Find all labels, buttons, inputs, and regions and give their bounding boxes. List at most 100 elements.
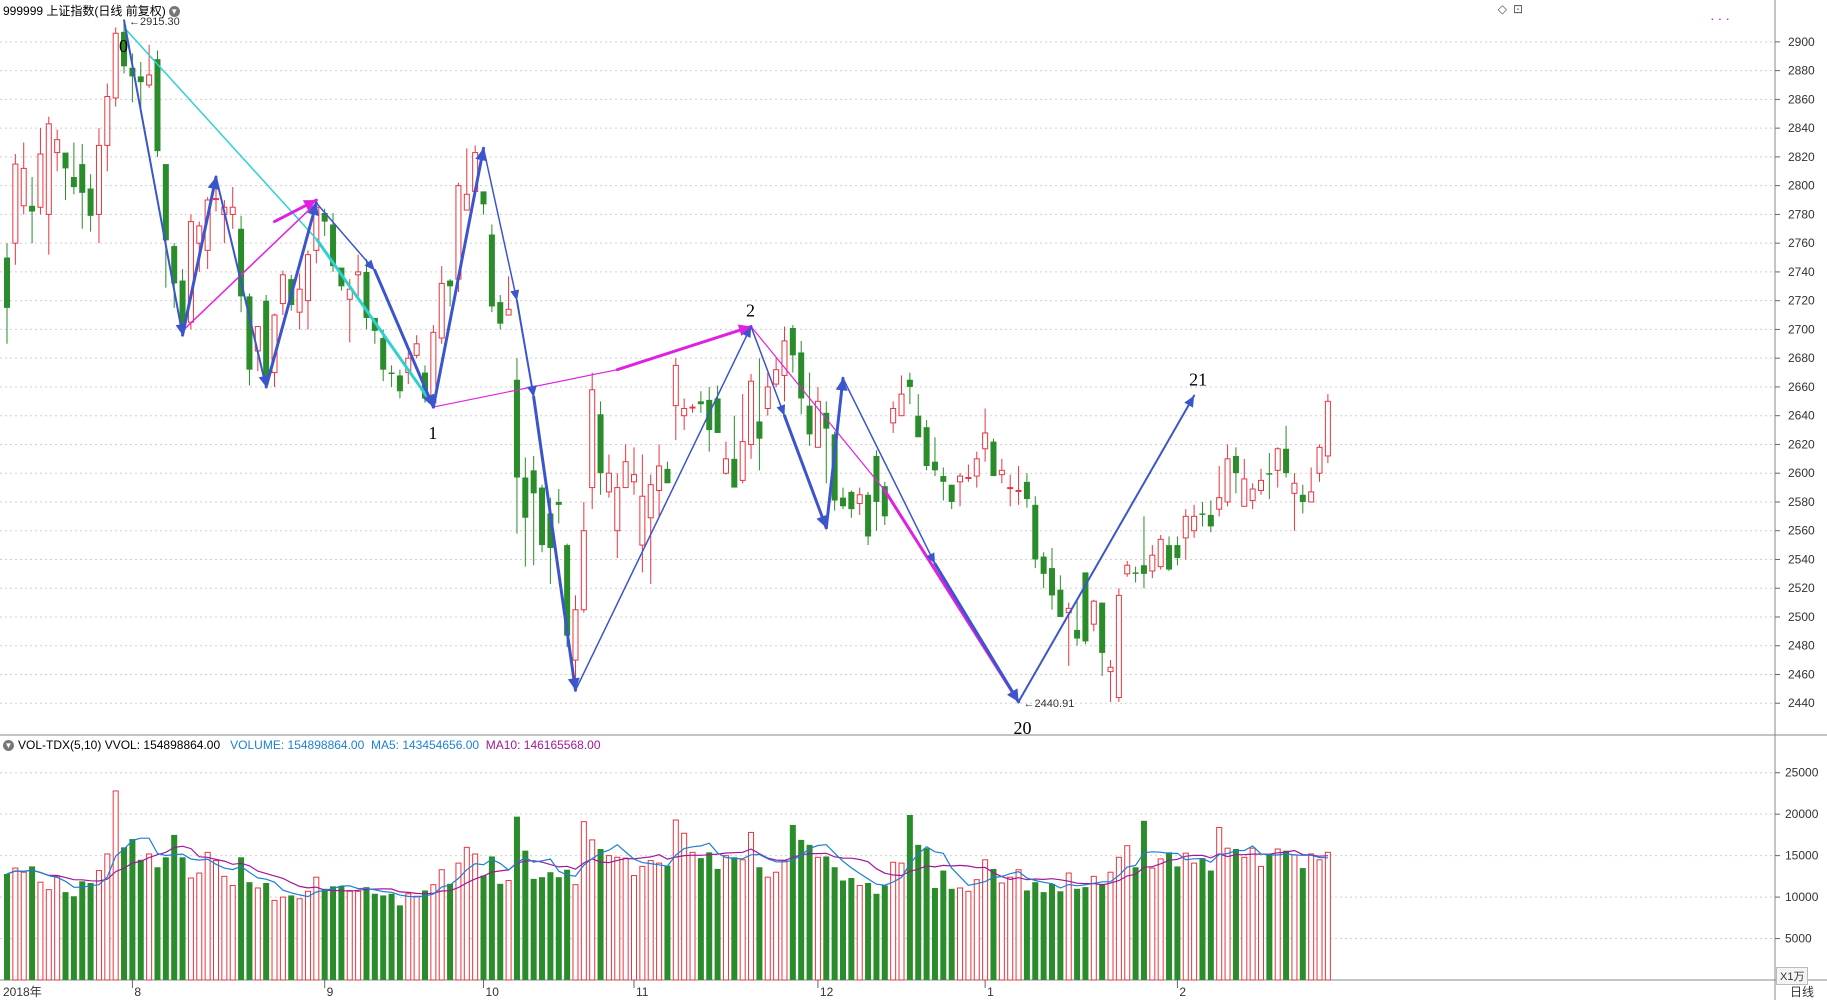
volume-bar-up: [438, 869, 445, 981]
volume-bar-down: [1283, 850, 1290, 980]
volume-bar-down: [1299, 868, 1306, 980]
volume-bar-up: [580, 821, 587, 981]
candle-body-down: [840, 497, 846, 507]
candle-body-up: [1124, 564, 1131, 575]
wave-line: [181, 175, 218, 337]
candle-body-down: [714, 398, 721, 433]
index-name: 上证指数: [46, 4, 95, 18]
candle-body-down: [664, 468, 671, 484]
period-info: (日线 前复权): [94, 4, 166, 18]
candle-body-down: [931, 461, 938, 471]
volume-bar-up: [187, 877, 194, 981]
volume-bar-down: [865, 882, 872, 980]
volume-indicator-name: VOL-TDX(5,10): [18, 738, 102, 752]
volume-bar-down: [87, 882, 94, 980]
wave-line: [315, 202, 376, 272]
more-dots-icon[interactable]: ···: [1710, 10, 1733, 26]
candle-body-down: [1049, 568, 1055, 596]
volume-bar-up: [1224, 847, 1231, 981]
volume-bar-down: [1166, 852, 1173, 980]
candle-body-down: [731, 458, 738, 488]
wave-line-arrowhead: [742, 326, 752, 338]
candle-body-down: [539, 487, 546, 546]
volume-bar-down: [371, 893, 378, 980]
wave-line: [933, 562, 1021, 704]
candle-body-down: [380, 338, 387, 370]
candle-body-up: [982, 432, 989, 450]
volume-bar-up: [1316, 859, 1323, 981]
volume-bar-up: [1182, 852, 1189, 981]
price-gridlines: [0, 41, 1775, 704]
volume-bar-down: [1207, 870, 1214, 980]
candle-body-up: [438, 282, 445, 339]
ma5-label: MA5:: [370, 738, 399, 752]
volume-tick-label: 15000: [1785, 849, 1819, 863]
candle-body-down: [806, 405, 813, 435]
candle-body-down: [906, 379, 913, 387]
volume-bar-down: [539, 877, 546, 980]
candle-body-up: [1107, 666, 1114, 673]
candle-body-up: [1316, 446, 1323, 474]
volume-tick-label: 20000: [1785, 807, 1819, 821]
volume-bar-up: [455, 862, 462, 981]
candle-body-down: [396, 375, 403, 392]
diamond-icon[interactable]: ◇: [1497, 2, 1507, 16]
volume-bar-down: [706, 852, 713, 980]
candle-body-up: [781, 340, 788, 376]
candle-body-up: [54, 139, 61, 154]
candle-body-up: [965, 477, 972, 480]
wave-line: [264, 201, 318, 389]
candle-body-down: [1057, 589, 1064, 617]
candle-body-up: [1015, 489, 1022, 492]
candle-body-up: [229, 206, 236, 215]
candle-body-down: [179, 280, 186, 330]
wave-line-arrowhead: [835, 378, 848, 391]
volume-bar-down: [1057, 891, 1064, 980]
channel-line: [315, 237, 435, 407]
price-tick-label: 2640: [1788, 409, 1815, 423]
volume-bar-down: [1049, 883, 1055, 980]
candle-body-up: [296, 288, 303, 313]
square-bracket-icon[interactable]: ⊡: [1512, 2, 1523, 16]
volume-bar-down: [1099, 883, 1106, 980]
candle-body-down: [555, 501, 562, 505]
candle-body-down: [29, 205, 36, 212]
candle-body-down: [1266, 473, 1273, 475]
volume-bar-down: [62, 892, 69, 980]
volume-bar-down: [840, 880, 846, 980]
chevron-down-icon[interactable]: ▼: [168, 6, 180, 18]
channel-line: [615, 325, 753, 372]
period-label[interactable]: 日线: [1790, 985, 1815, 999]
wave-line-arrowhead: [307, 202, 319, 217]
chevron-down-icon[interactable]: ▼: [3, 740, 14, 752]
volume-bar-down: [547, 872, 554, 980]
price-tick-label: 2780: [1788, 207, 1815, 221]
volume-bar-down: [154, 867, 161, 980]
volume-bar-down: [823, 856, 830, 980]
wave-line: [482, 147, 518, 302]
candle-body-up: [748, 380, 755, 445]
candle-body-up: [1308, 491, 1315, 503]
price-tick-label: 2700: [1788, 322, 1815, 336]
volume-bar-down: [923, 848, 930, 980]
volume-label: VOLUME:: [230, 738, 285, 752]
volume-bar-down: [1074, 888, 1081, 980]
volume-bar-up: [773, 871, 780, 981]
volume-bar-down: [915, 844, 922, 980]
candle-body-up: [890, 408, 897, 424]
candle-body-down: [388, 372, 395, 374]
candle-body-down: [1207, 514, 1214, 527]
volume-bar-up: [1015, 869, 1022, 981]
volume-bar-down: [238, 857, 245, 980]
date-label: 12: [820, 985, 834, 999]
volume-bar-down: [338, 886, 345, 980]
candle-body-down: [564, 545, 571, 636]
volume-bar-down: [121, 847, 128, 980]
volume-bar-down: [1232, 849, 1239, 980]
volume-bar-up: [898, 862, 905, 981]
price-tick-label: 2580: [1788, 495, 1815, 509]
volume-bar-down: [70, 896, 77, 980]
volume-bar-down: [330, 886, 337, 980]
candle-body-down: [948, 484, 955, 502]
